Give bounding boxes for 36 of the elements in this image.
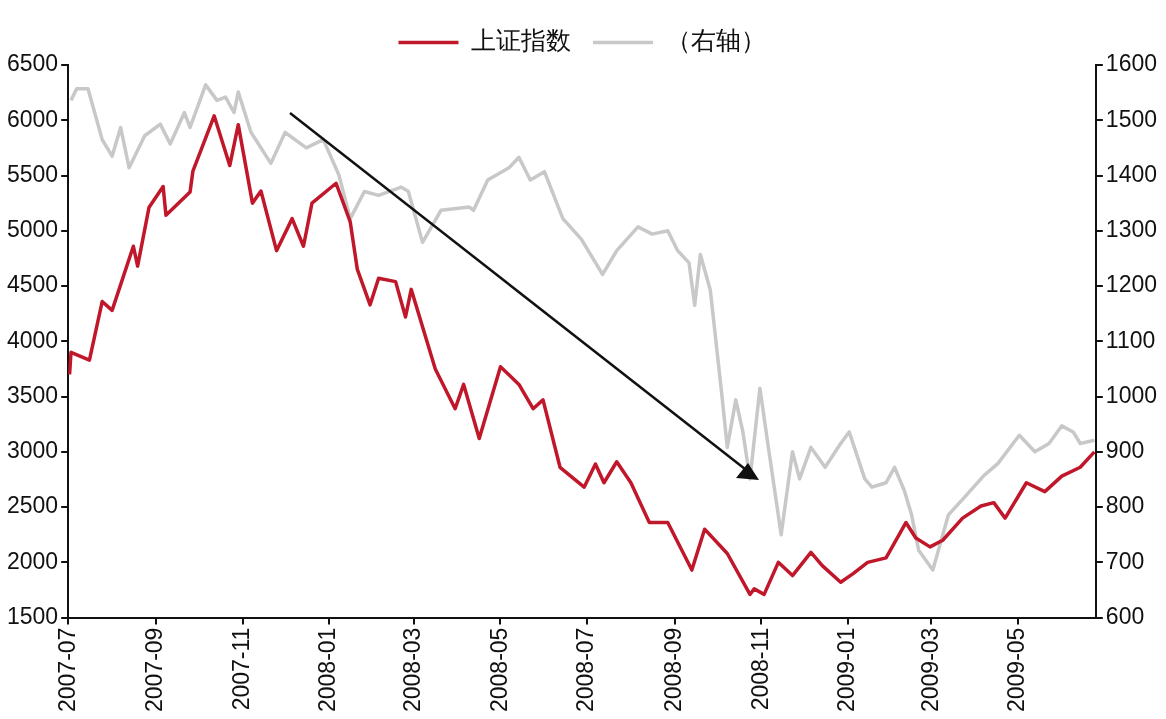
x-tick-label: 2008-11 [746,627,773,711]
y-tick-label: 3500 [6,381,59,408]
y-tick-label: 3000 [6,437,59,464]
y-tick-label: 2500 [6,492,59,519]
y2-tick-label: 1600 [1105,50,1158,77]
x-tick-label: 2007-09 [141,627,168,713]
x-tick-label: 2009-01 [833,627,860,713]
y-tick-label: 1500 [6,602,59,629]
legend-label: 上证指数 [471,26,571,55]
legend-label: （右轴） [665,26,766,55]
y-tick-label: 5000 [6,216,59,243]
x-tick-label: 2008-05 [485,627,512,713]
x-tick-label: 2007-11 [227,627,254,711]
x-tick-label: 2008-03 [399,627,426,713]
x-tick-label: 2008-09 [660,627,687,713]
y-tick-label: 2000 [6,547,59,574]
x-tick-label: 2008-07 [572,627,599,713]
x-tick-label: 2008-01 [314,627,341,713]
y-tick-label: 4000 [6,326,59,353]
y-tick-label: 6000 [6,105,59,132]
x-tick-label: 2007-07 [53,627,80,713]
y-tick-label: 5500 [6,160,59,187]
y-tick-label: 4500 [6,271,59,298]
y-tick-label: 6500 [6,50,59,77]
y2-tick-label: 1300 [1105,216,1158,243]
y2-tick-label: 800 [1105,492,1145,519]
x-tick-label: 2009-05 [1003,627,1030,713]
y2-tick-label: 1500 [1105,105,1158,132]
y2-tick-label: 1200 [1105,271,1158,298]
y2-tick-label: 700 [1105,547,1145,574]
y2-tick-label: 1000 [1105,381,1158,408]
y2-tick-label: 900 [1105,437,1145,464]
y2-tick-label: 1400 [1105,160,1158,187]
x-tick-label: 2009-03 [916,627,943,713]
y2-tick-label: 1100 [1105,326,1156,353]
y2-tick-label: 600 [1105,602,1145,629]
